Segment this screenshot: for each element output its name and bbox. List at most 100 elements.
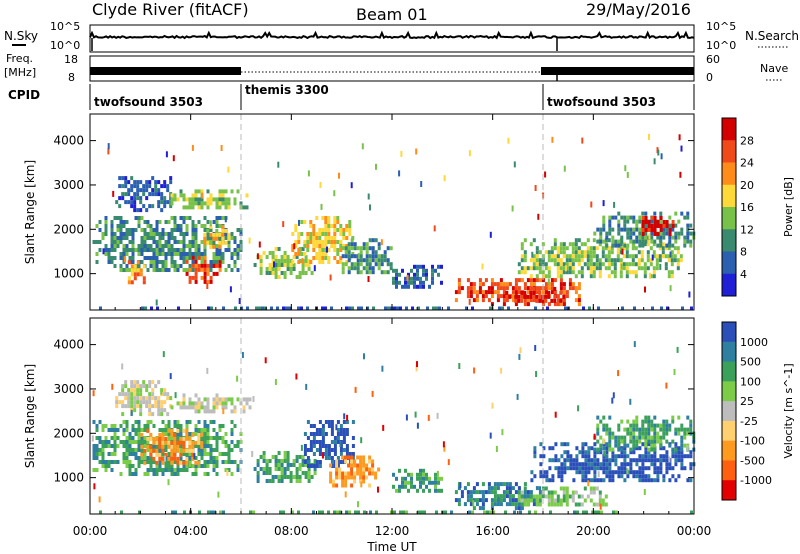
- range-cell: [188, 205, 192, 210]
- range-cell: [197, 436, 201, 441]
- range-cell: [121, 392, 125, 397]
- range-cell: [274, 259, 278, 263]
- colorbar-tick-label: -100: [740, 435, 765, 448]
- range-cell: [336, 220, 340, 224]
- range-cell: [206, 436, 210, 440]
- range-cell: [513, 161, 516, 168]
- range-cell: [256, 471, 260, 475]
- range-cell: [265, 479, 269, 483]
- range-cell: [400, 150, 403, 157]
- range-cell: [307, 267, 311, 271]
- range-cell: [625, 270, 629, 275]
- range-cell: [665, 454, 669, 459]
- range-cell: [122, 428, 126, 432]
- colorbar-swatch: [722, 341, 736, 363]
- range-cell: [107, 444, 111, 448]
- range-cell: [550, 490, 554, 495]
- range-cell: [227, 201, 231, 206]
- range-cell: [556, 274, 560, 279]
- range-cell: [128, 448, 132, 452]
- range-cell: [236, 397, 240, 402]
- range-cell: [125, 252, 129, 256]
- range-cell: [583, 242, 587, 247]
- range-cell: [677, 431, 681, 436]
- range-cell: [140, 440, 144, 444]
- range-cell: [481, 290, 485, 295]
- range-cell: [549, 510, 552, 515]
- range-cell: [137, 432, 141, 436]
- range-cell: [125, 428, 129, 432]
- range-cell: [312, 228, 316, 232]
- range-cell: [520, 498, 524, 503]
- range-cell: [251, 451, 254, 457]
- range-cell: [149, 264, 153, 268]
- range-cell: [647, 435, 651, 440]
- range-cell: [164, 440, 168, 445]
- range-cell: [377, 242, 381, 247]
- range-cell: [564, 265, 567, 272]
- range-cell: [668, 215, 672, 220]
- range-cell: [493, 482, 497, 487]
- range-cell: [551, 446, 555, 451]
- range-cell: [389, 246, 393, 251]
- range-cell: [656, 466, 660, 471]
- range-cell: [127, 280, 131, 285]
- range-cell: [218, 256, 222, 260]
- range-cell: [520, 246, 524, 251]
- range-cell: [255, 306, 258, 311]
- range-cell: [146, 268, 150, 272]
- range-cell: [134, 428, 138, 432]
- range-cell: [179, 216, 183, 220]
- range-cell: [277, 247, 281, 251]
- range-cell: [689, 454, 693, 459]
- range-cell: [499, 502, 503, 507]
- colorbar-tick-label: 25: [740, 395, 754, 408]
- range-cell: [425, 268, 428, 273]
- range-cell: [679, 258, 683, 263]
- range-cell: [588, 306, 591, 311]
- colorbar-swatch: [722, 361, 736, 382]
- range-cell: [104, 440, 108, 444]
- range-cell: [608, 462, 612, 467]
- range-cell: [335, 459, 339, 464]
- range-cell: [360, 306, 363, 311]
- range-cell: [295, 467, 299, 471]
- range-cell: [194, 444, 198, 448]
- range-cell: [158, 260, 162, 264]
- range-cell: [617, 443, 621, 448]
- range-cell: [170, 256, 174, 260]
- range-cell: [185, 216, 189, 220]
- range-cell: [152, 240, 156, 244]
- station-title: Clyde River (fitACF): [92, 0, 249, 19]
- range-cell: [242, 409, 246, 414]
- range-cell: [149, 224, 153, 228]
- range-cell: [608, 431, 612, 436]
- range-cell: [197, 205, 201, 210]
- range-cell: [598, 494, 602, 499]
- range-cell: [122, 244, 126, 248]
- range-cell: [143, 232, 147, 236]
- range-cell: [583, 250, 587, 255]
- range-cell: [148, 204, 152, 209]
- range-cell: [185, 468, 189, 472]
- freq-band-right: [541, 67, 694, 75]
- range-cell: [581, 137, 584, 144]
- range-cell: [504, 510, 507, 515]
- range-cell: [306, 244, 310, 248]
- range-cell: [292, 255, 296, 259]
- range-cell: [670, 258, 674, 263]
- range-cell: [478, 278, 482, 283]
- range-cell: [434, 484, 437, 489]
- range-cell: [584, 450, 588, 455]
- range-cell: [329, 274, 332, 281]
- range-cell: [602, 219, 606, 224]
- range-cell: [149, 260, 153, 264]
- range-cell: [626, 443, 630, 448]
- range-cell: [137, 456, 141, 460]
- range-cell: [268, 467, 272, 471]
- range-cell: [279, 510, 282, 515]
- range-cell: [215, 252, 219, 256]
- range-cell: [357, 510, 360, 515]
- range-cell: [562, 302, 566, 307]
- range-cell: [115, 400, 119, 405]
